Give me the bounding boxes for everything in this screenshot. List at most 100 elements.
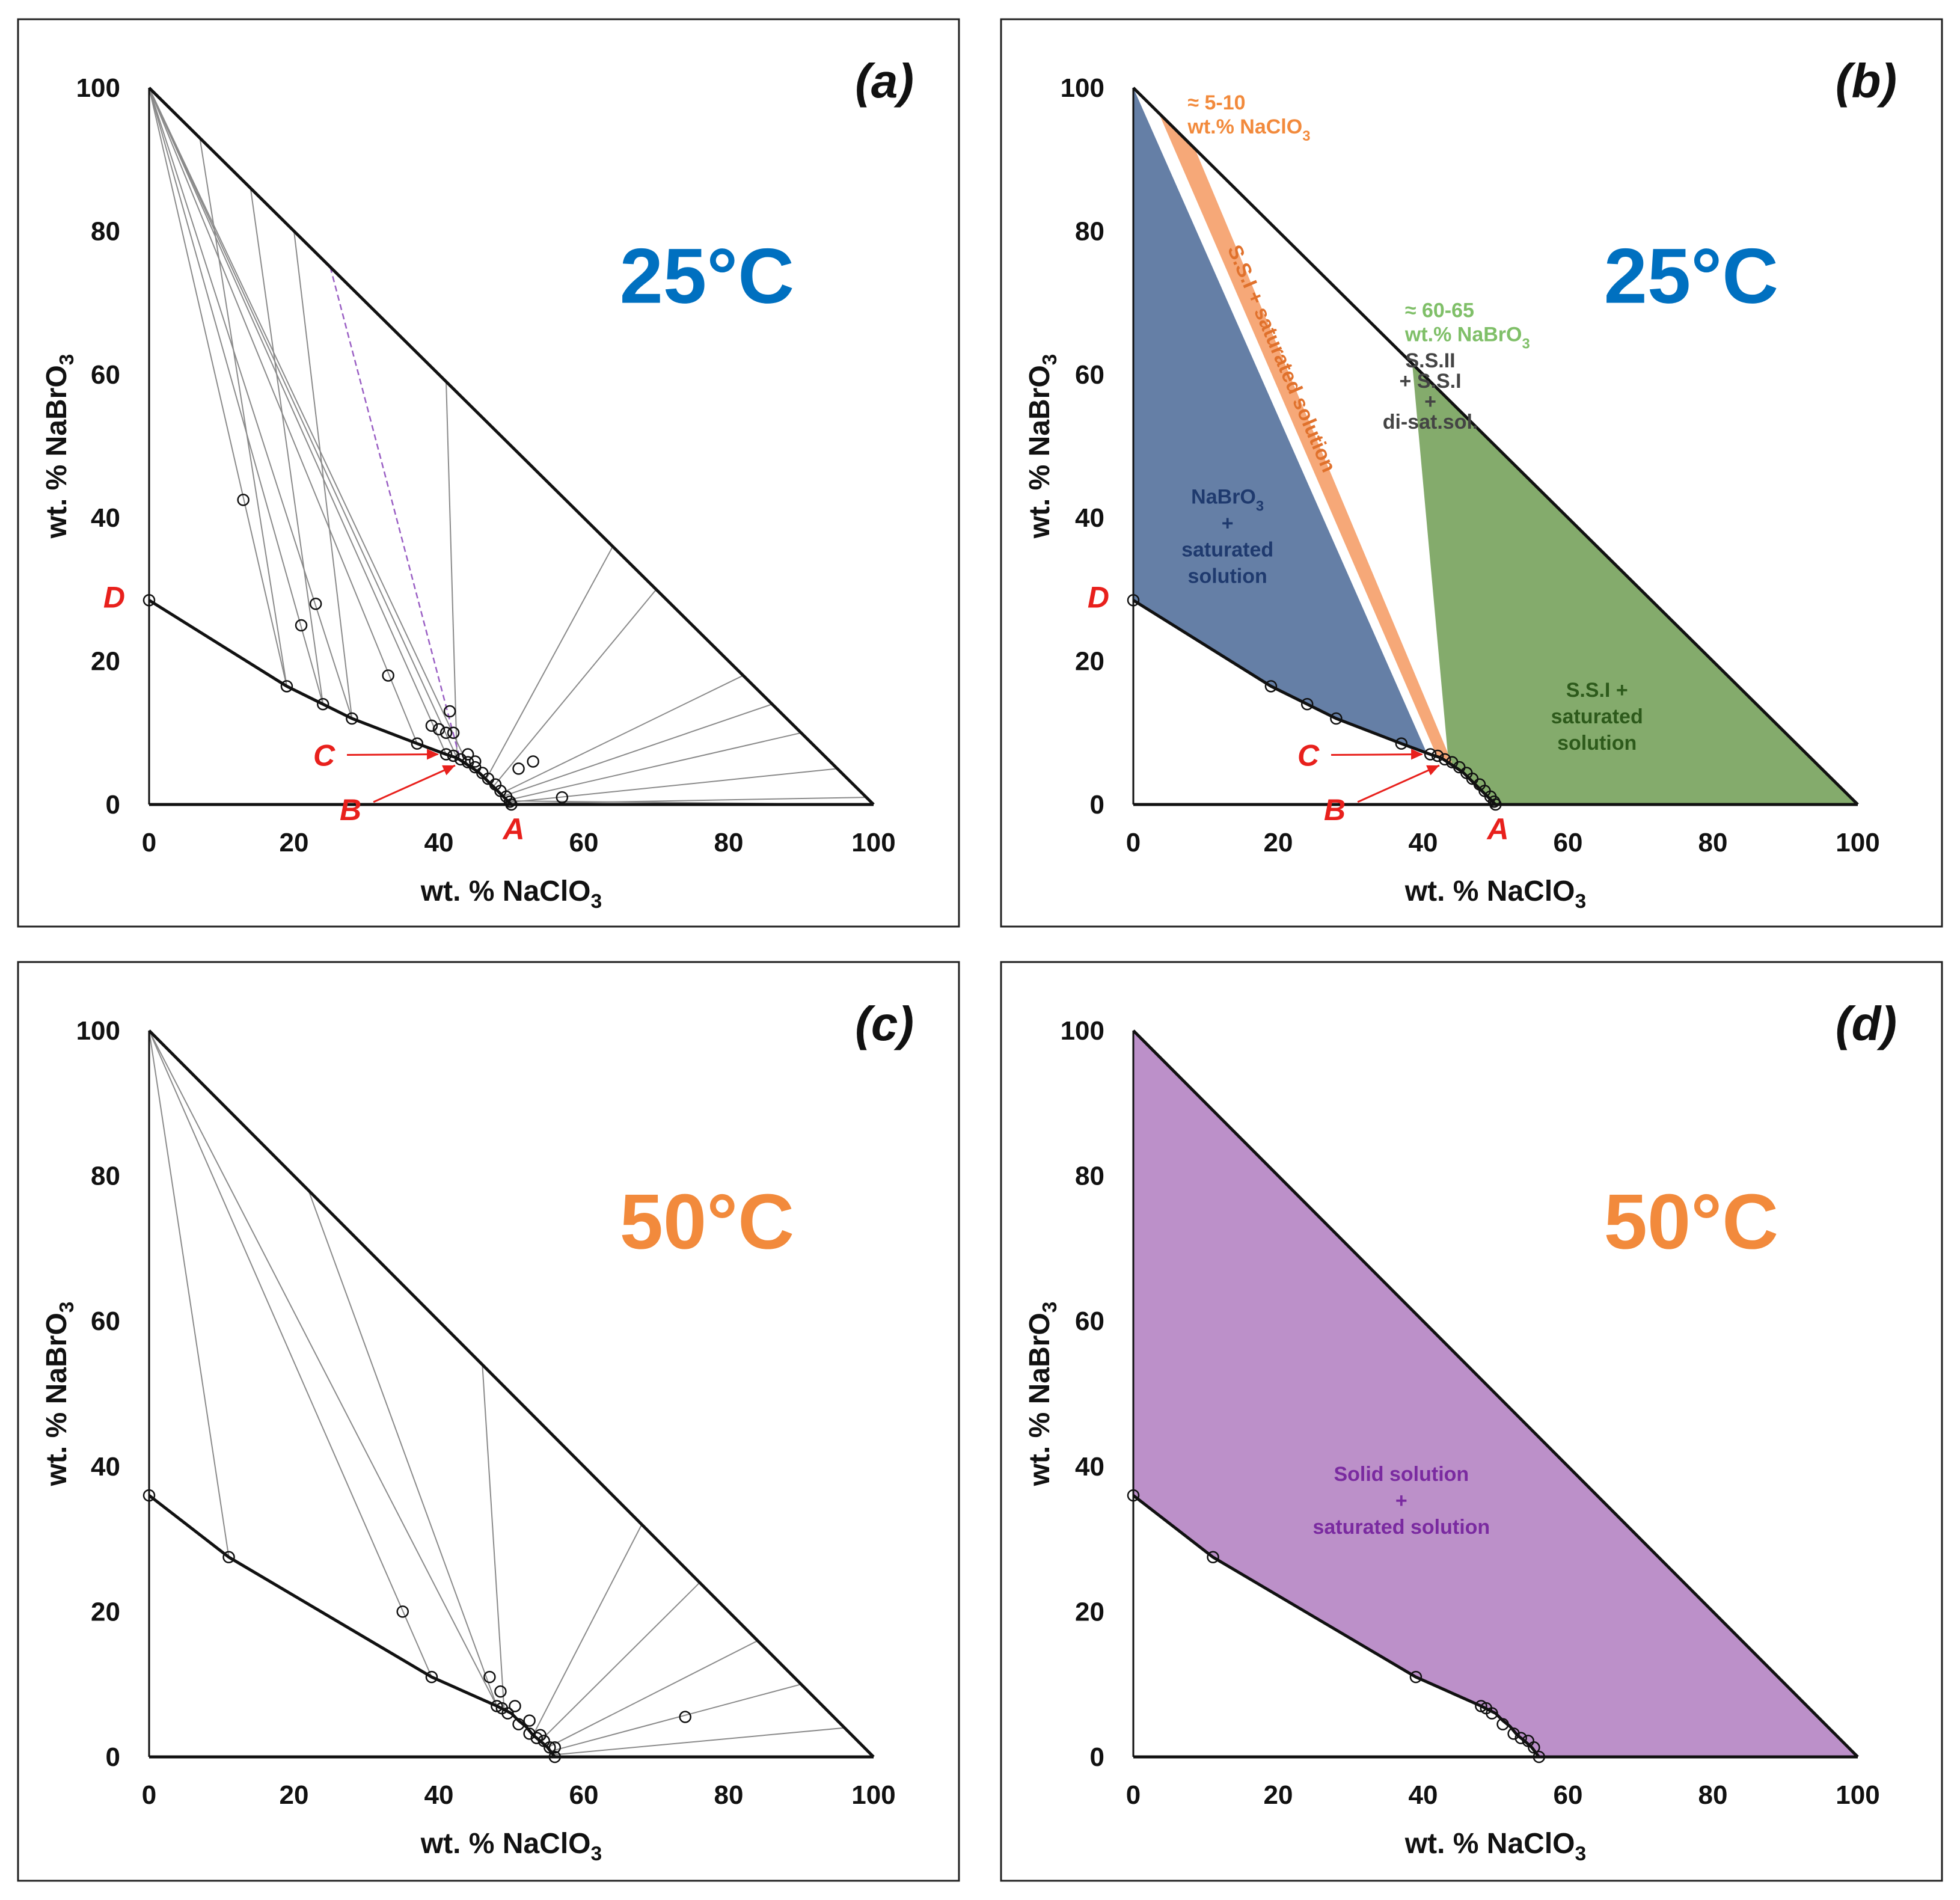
x-tick-label: 0 [1126,828,1141,857]
y-axis-label-main: wt. % NaBrO [41,365,73,539]
solid-point [556,791,569,804]
point-label-C: C [1297,739,1320,773]
tie-line [485,546,614,780]
data-point [346,712,358,725]
point-label-B: B [1324,793,1346,827]
data-point [1409,1670,1423,1684]
point-label-B: B [340,793,361,827]
tie-line [504,703,773,797]
y-tick-label: 100 [1061,1016,1104,1046]
solid-point [461,748,474,761]
solid-point [237,494,250,506]
y-tick-label: 100 [76,1016,120,1046]
x-tick-label: 40 [424,1780,454,1810]
hypotenuse-line [1132,1029,1859,1758]
note-label-main: wt.% NaClO [1187,115,1302,138]
special-tie-line [329,266,462,762]
point-label-C: C [313,739,335,773]
x-tick-label: 20 [1264,828,1293,857]
solid-point [447,726,460,740]
solid-point [512,762,525,775]
x-tick-label: 20 [280,828,309,857]
x-tick-label: 60 [1554,1780,1583,1810]
region-label: S.S.I + [1566,679,1628,702]
data-point [1528,1741,1540,1754]
hypotenuse-line [148,87,875,806]
data-point [1330,712,1343,725]
y-axis-label: wt. % NaBrO3 [41,1302,78,1487]
x-tick-label: 60 [1554,828,1583,857]
tie-line [509,768,838,803]
solid-point [679,1711,691,1723]
y-axis-label-main: wt. % NaBrO [1024,365,1056,539]
middle-region-label: di-sat.sol. [1383,411,1478,434]
tie-line [492,589,657,787]
y-tick-label: 60 [91,1307,120,1336]
x-tick-label: 0 [142,828,156,857]
y-tick-label: 100 [76,73,120,103]
y-axis-label: wt. % NaBrO3 [1024,354,1061,539]
temperature-label: 25°C [620,232,794,320]
region-label-subscript: 3 [1256,498,1264,514]
data-point [439,748,453,761]
y-tick-label: 0 [106,790,120,820]
x-tick-label: 40 [424,828,454,857]
data-point [1496,1718,1509,1730]
arrowhead-C [427,749,439,760]
y-tick-label: 80 [91,1162,120,1191]
data-point [505,798,518,811]
solid-point [548,1741,562,1754]
tie-line [149,87,324,705]
data-point [1486,1707,1498,1720]
x-axis-label: wt. % NaClO3 [420,1828,602,1865]
x-axis-label-main: wt. % NaClO [420,875,591,907]
point-arrow-B [1357,764,1440,803]
note-label-subscript: 3 [1522,336,1530,352]
middle-region-label: + S.S.I [1400,370,1462,393]
y-tick-label: 20 [91,1597,120,1626]
data-point [425,1670,438,1684]
x-tick-label: 100 [851,828,895,857]
y-tick-label: 60 [1075,360,1104,390]
tie-line [149,87,353,719]
data-point [1127,594,1140,607]
panel-tag: (b) [1836,54,1897,108]
note-label: ≈ 60-65 [1405,299,1474,322]
x-tick-label: 80 [714,1780,744,1810]
tie-line [149,1030,432,1678]
y-tick-label: 0 [106,1742,120,1772]
x-tick-label: 20 [1264,1780,1293,1810]
data-point [411,737,424,750]
x-tick-label: 0 [1126,1780,1141,1810]
data-point [1431,749,1444,762]
region-label-main: NaBrO [1191,485,1256,508]
solid-point [432,723,446,736]
x-axis-label-main: wt. % NaClO [1404,1828,1575,1860]
x-tick-label: 40 [1409,828,1438,857]
x-tick-label: 80 [714,828,744,857]
solid-point [295,619,308,632]
tie-line [532,1524,643,1736]
y-tick-label: 20 [91,647,120,676]
y-tick-label: 40 [91,503,120,533]
solubility-curve [1132,1494,1540,1758]
x-tick-label: 40 [1409,1780,1438,1810]
tie-line [149,87,287,687]
solid-point [469,755,482,768]
x-tick-label: 80 [1698,828,1728,857]
panel-tag: (d) [1836,997,1897,1050]
y-tick-label: 80 [1075,216,1104,246]
x-axis-label-subscript: 3 [1575,1843,1587,1865]
region-label: saturated [1551,705,1643,728]
note-label: wt.% NaBrO3 [1404,323,1530,352]
point-label-D: D [103,580,125,614]
data-point [1207,1551,1219,1564]
temperature-label: 25°C [1604,232,1778,320]
y-tick-label: 40 [91,1452,120,1482]
y-axis-label: wt. % NaBrO3 [1024,1302,1061,1487]
solid-point [309,597,322,610]
